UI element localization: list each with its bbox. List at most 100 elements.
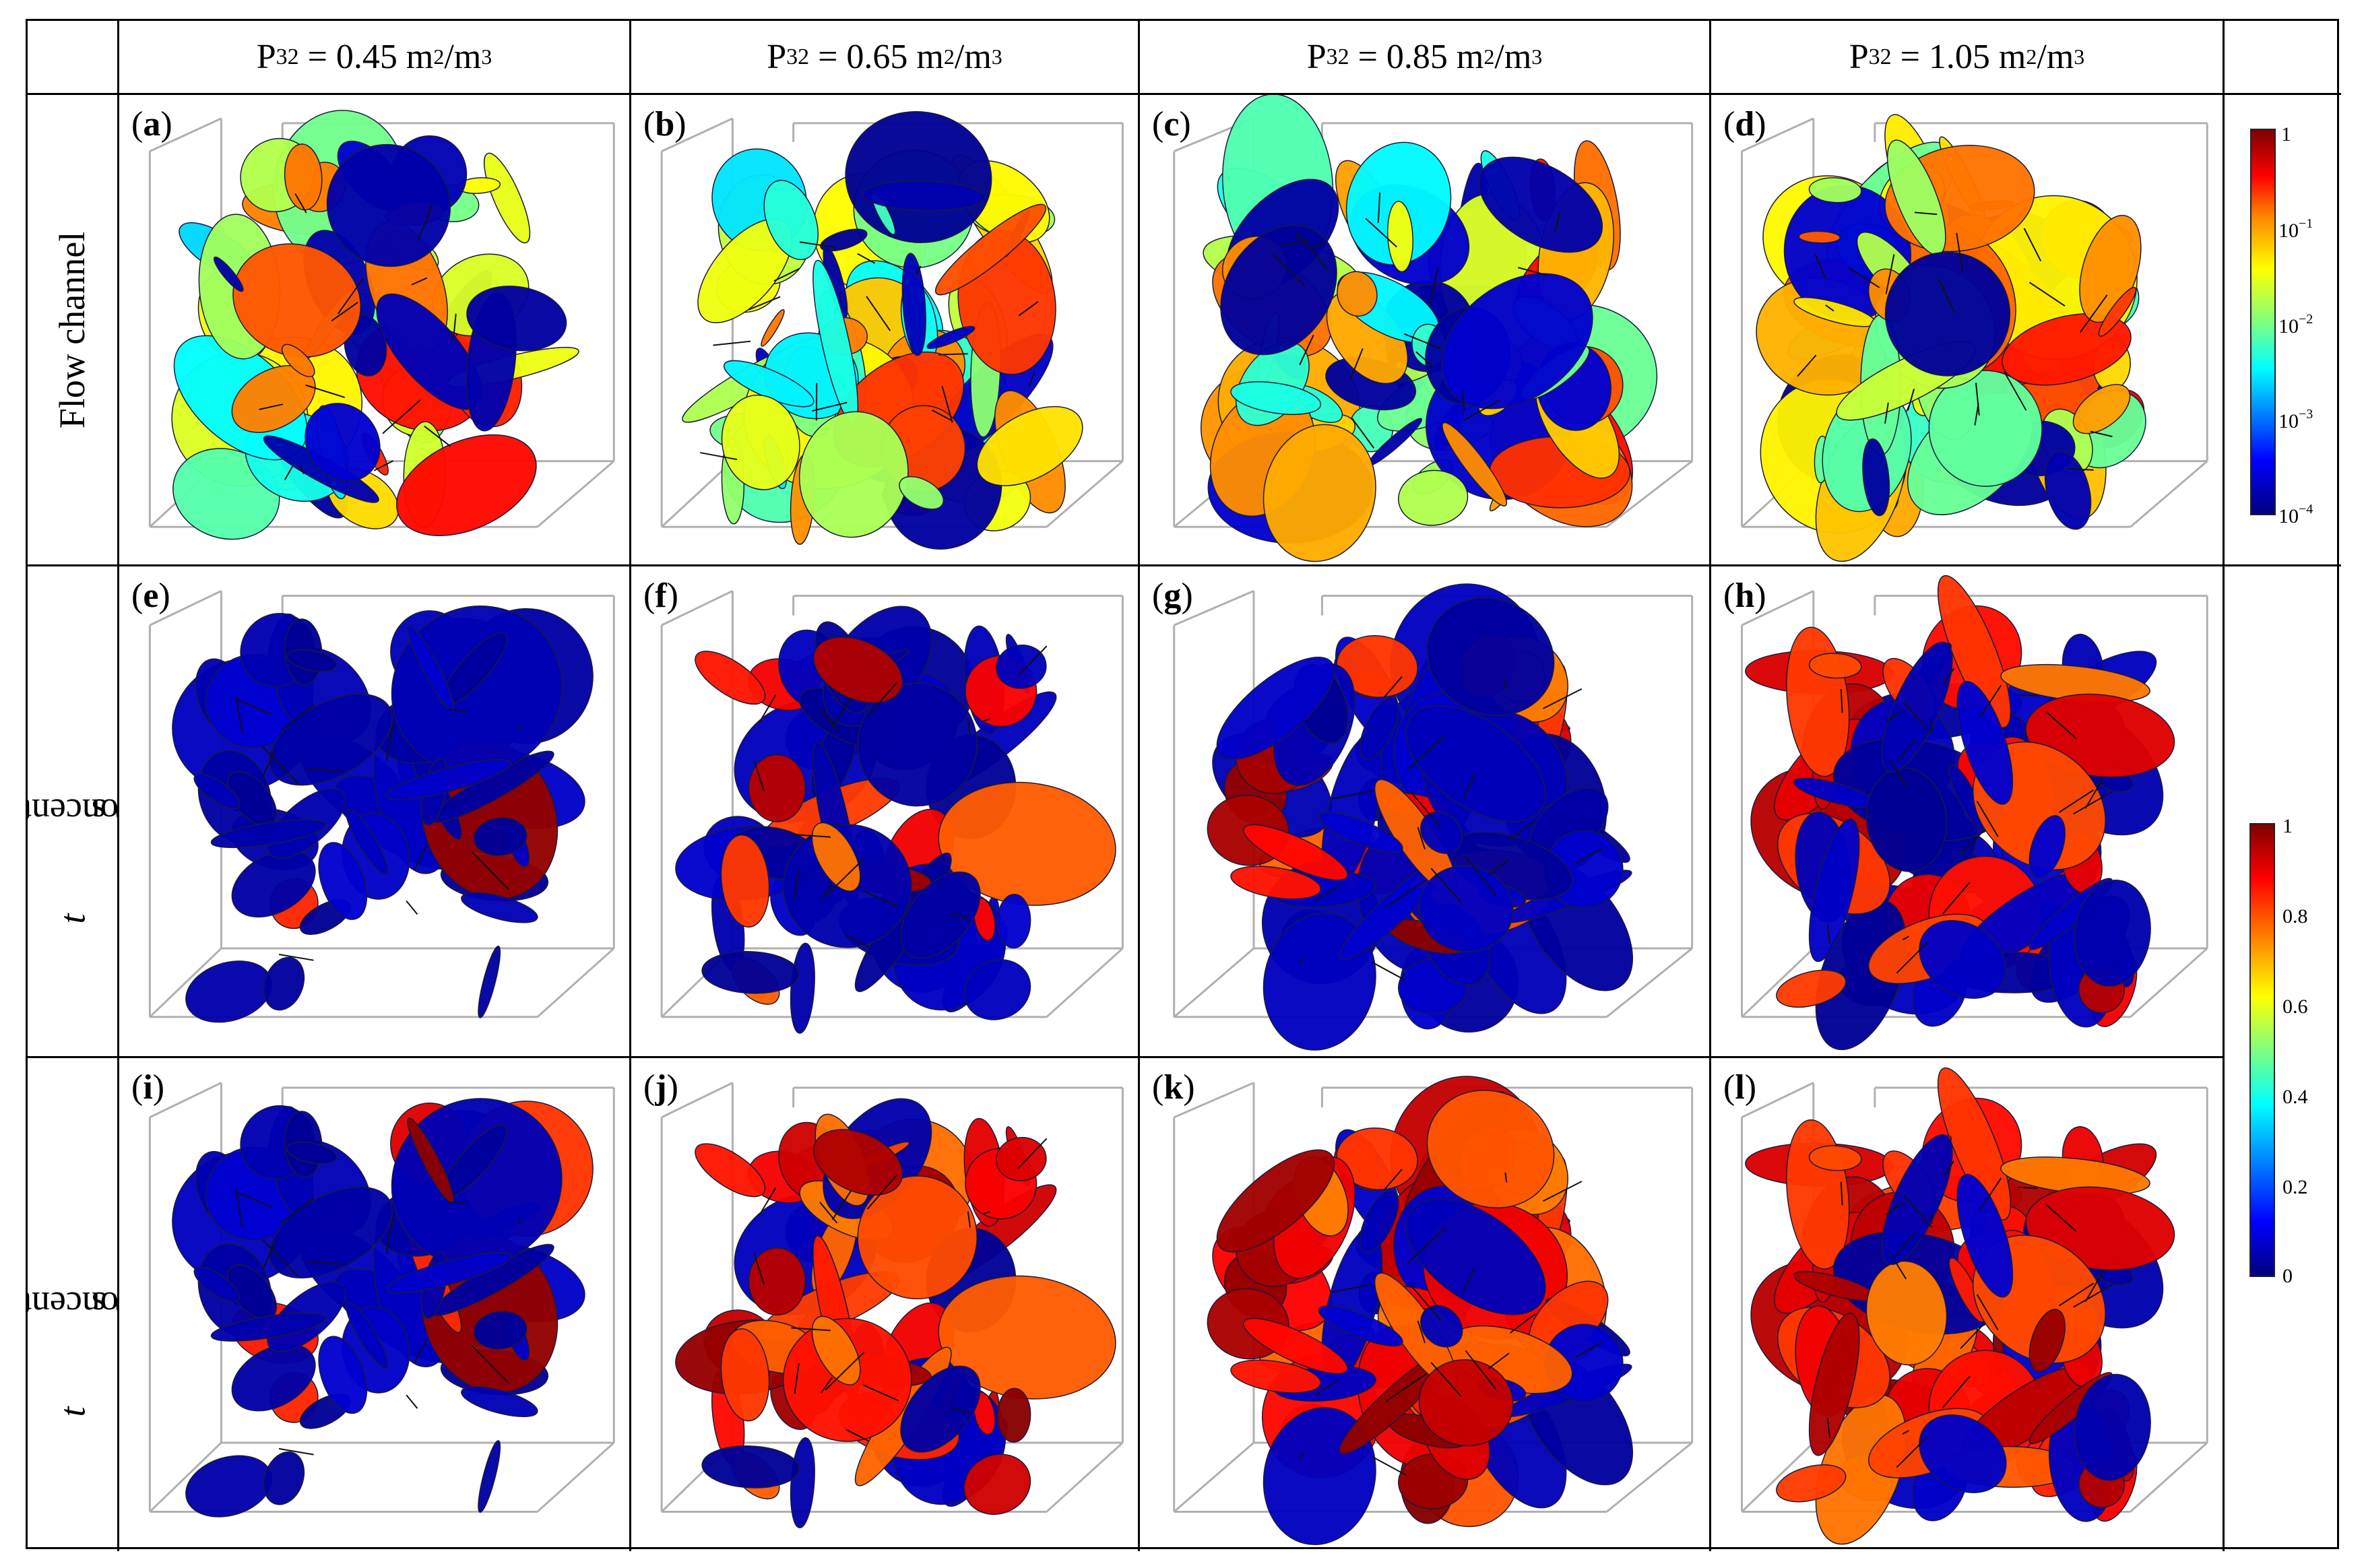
fracture-disc (461, 892, 538, 923)
fracture-disc (1881, 1134, 1953, 1266)
fracture-disc (1216, 657, 1335, 760)
fracture-disc (305, 403, 381, 482)
fracture-disc (441, 1124, 508, 1199)
fracture-disc (1815, 1394, 1907, 1545)
fracture-disc (193, 773, 241, 810)
fracture-disc (1220, 224, 1337, 356)
fracture-disc (473, 1311, 528, 1350)
fracture-disc (1478, 156, 1603, 253)
fracture-disc (857, 682, 978, 807)
colorbar-flow-tick-2: 10−2 (2278, 312, 2313, 337)
fracture-disc (1405, 705, 1546, 822)
panel-label-a: (a) (131, 105, 172, 143)
fracture-disc (926, 325, 976, 350)
dfn-rendering-d (1741, 114, 2208, 562)
fracture-disc (963, 1453, 1031, 1515)
fracture-disc (901, 253, 926, 356)
fracture-disc (1420, 811, 1463, 854)
panel-l: (l) (1711, 1058, 2225, 1551)
panel-f: (f) (631, 566, 1140, 1058)
fracture-disc (2074, 1373, 2151, 1481)
colorbar-conc-tick-0.6: 0.6 (2282, 995, 2308, 1018)
fracture-disc (820, 228, 868, 252)
colorbar-flow-cell: 1 10−1 10−2 10−3 10−4 (2225, 95, 2341, 566)
header-col-1: P 32 = 0.45 m 2/m 3 (119, 21, 631, 95)
panel-label-l: (l) (1723, 1068, 1757, 1107)
fracture-disc (2028, 815, 2066, 879)
fracture-disc (1808, 1145, 1862, 1171)
fracture-disc (1360, 696, 1399, 760)
fracture-disc (1230, 381, 1322, 416)
fracture-disc (1776, 969, 1847, 1008)
figure-table: P 32 = 0.45 m 2/m 3 P 32 = 0.65 m 2/m 3 P 32 = … (26, 19, 2341, 1551)
fracture-disc (461, 1386, 538, 1418)
panel-label-h: (h) (1723, 577, 1766, 615)
fracture-disc (813, 636, 903, 704)
fracture-disc (748, 1247, 806, 1316)
fracture-disc (1242, 824, 1348, 881)
fracture-disc (1808, 653, 1862, 679)
colorbar-conc-cell-top (2225, 566, 2341, 1058)
fracture-disc (386, 758, 512, 800)
fracture-disc (231, 849, 316, 918)
fracture-disc (1318, 812, 1403, 853)
fracture-disc (720, 834, 770, 928)
fracture-disc (721, 394, 800, 490)
panel-d: (d) (1711, 95, 2225, 566)
dfn-rendering-l (1741, 1067, 2208, 1545)
fracture-disc (1216, 1149, 1335, 1253)
fracture-disc (2072, 384, 2131, 434)
fracture-disc (1956, 1173, 2014, 1298)
panel-label-i: (i) (131, 1068, 165, 1107)
fracture-disc (263, 1451, 305, 1505)
fracture-disc (263, 956, 305, 1011)
colorbar-conc-tick-1: 1 (2282, 815, 2293, 837)
fracture-disc (210, 1312, 327, 1342)
dfn-rendering-c (1173, 95, 1694, 562)
fracture-disc (790, 1437, 815, 1529)
colorbar-flow (2250, 129, 2276, 515)
fracture-disc (1387, 201, 1413, 273)
fracture-disc (2098, 286, 2137, 337)
colorbar-flow-tick-1: 10−1 (2278, 216, 2313, 242)
fracture-disc (1426, 1089, 1555, 1208)
fracture-disc (1398, 469, 1469, 526)
fracture-disc (1919, 1414, 2007, 1493)
fracture-disc (318, 842, 368, 920)
dfn-rendering-j (660, 1082, 1124, 1529)
fracture-disc (934, 203, 1047, 296)
fracture-disc (1808, 1312, 1860, 1456)
fracture-disc (1337, 271, 1378, 317)
dfn-rendering-a (148, 110, 615, 540)
colorbar-flow-tick-3: 10−3 (2278, 407, 2313, 432)
header-col-4: P 32 = 1.05 m 2/m 3 (1711, 21, 2225, 95)
fracture-disc (899, 476, 945, 510)
panel-label-k: (k) (1152, 1068, 1195, 1107)
colorbar-flow-tick-0: 1 (2281, 123, 2291, 145)
fracture-disc (1442, 422, 1508, 507)
fracture-disc (695, 1143, 766, 1198)
fracture-disc (900, 871, 981, 959)
panel-g: (g) (1140, 566, 1711, 1058)
fracture-disc (996, 645, 1047, 689)
colorbar-flow-tick-4: 10−4 (2278, 502, 2313, 527)
fracture-disc (1360, 1189, 1399, 1253)
fracture-disc (213, 256, 244, 292)
fracture-disc (701, 1445, 800, 1489)
fracture-disc (1230, 1359, 1322, 1394)
dfn-rendering-g (1173, 583, 1694, 1051)
panel-b: (b) (631, 95, 1140, 566)
fracture-disc (466, 286, 567, 352)
fracture-disc (862, 180, 986, 211)
fracture-disc (231, 365, 316, 433)
fracture-disc (695, 651, 766, 705)
fracture-disc (386, 1251, 512, 1294)
fracture-disc (790, 942, 815, 1034)
fracture-disc (396, 434, 537, 536)
colorbar-conc-tick-0.8: 0.8 (2282, 905, 2308, 927)
panel-a: (a) (119, 95, 631, 566)
fracture-disc (748, 754, 806, 822)
dfn-rendering-k (1173, 1076, 1694, 1545)
fracture-disc (701, 950, 800, 994)
fracture-disc (284, 143, 323, 211)
